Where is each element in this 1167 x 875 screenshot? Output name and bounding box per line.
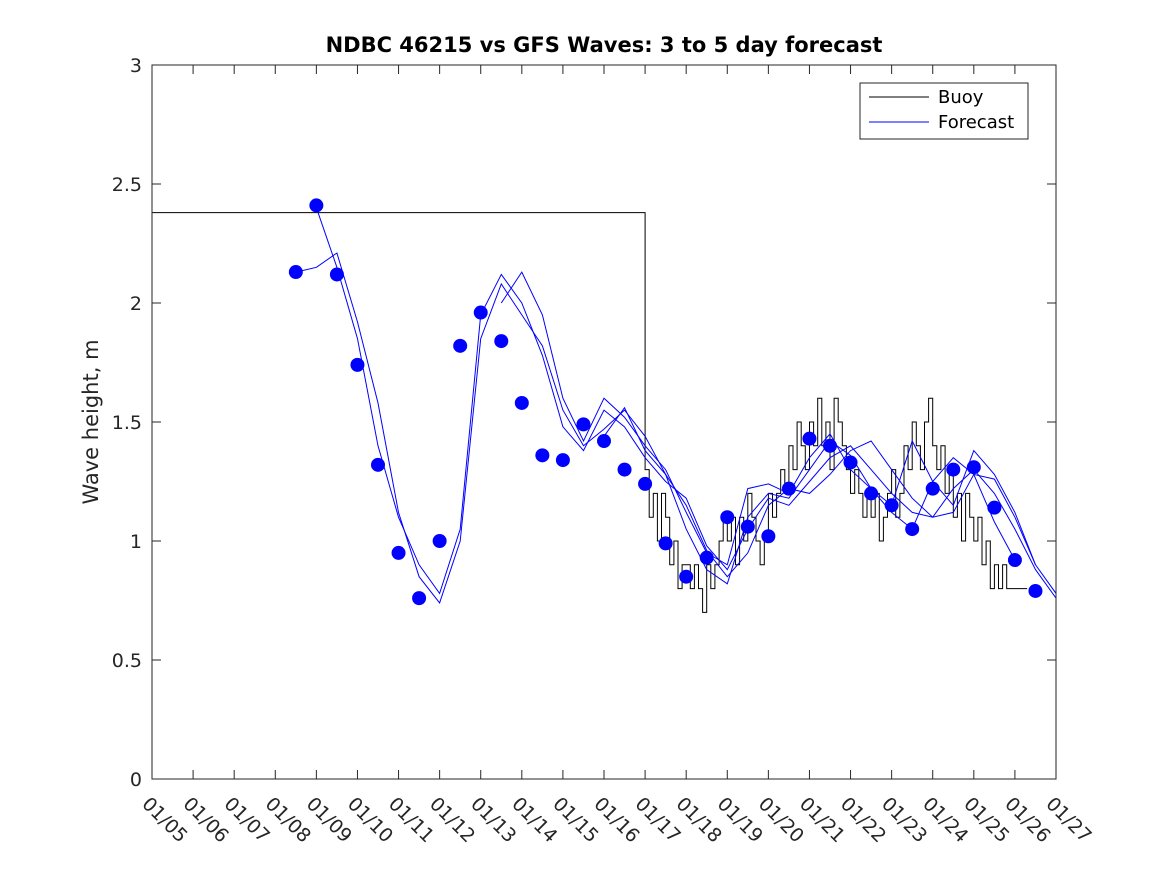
forecast-point (329, 267, 344, 282)
forecast-point (1028, 583, 1043, 598)
x-tick-label: 01/26 (1000, 793, 1054, 847)
x-tick-label: 01/23 (877, 793, 931, 847)
forecast-point (288, 265, 303, 280)
forecast-point (658, 536, 673, 551)
forecast-point (781, 481, 796, 496)
series-line-3 (500, 271, 1036, 566)
forecast-point (720, 510, 735, 525)
x-tick-label: 01/08 (261, 793, 315, 847)
forecast-point (432, 534, 447, 548)
forecast-point (576, 417, 591, 432)
legend: Buoy Forecast (859, 82, 1029, 140)
x-tick-label: 01/22 (836, 793, 890, 847)
y-tick-label: 0 (130, 769, 142, 791)
forecast-point (617, 462, 632, 477)
forecast-point (350, 357, 365, 372)
x-tick-label: 01/11 (384, 793, 438, 847)
legend-label-forecast: Forecast (938, 112, 1014, 133)
x-tick-label: 01/14 (507, 793, 561, 847)
x-tick-label: 01/12 (425, 793, 479, 847)
forecast-point (453, 338, 468, 353)
forecast-point (679, 569, 694, 584)
forecast-point (864, 486, 879, 501)
x-tick-label: 01/13 (466, 793, 520, 847)
x-tick-label: 01/07 (220, 793, 274, 847)
forecast-point (843, 455, 858, 470)
forecast-point (555, 453, 570, 468)
series-layer (152, 198, 1056, 613)
forecast-point (740, 519, 755, 534)
x-tick-label: 01/24 (918, 793, 972, 847)
forecast-point (638, 476, 653, 491)
chart-title: NDBC 46215 vs GFS Waves: 3 to 5 day fore… (326, 33, 883, 57)
forecast-point (884, 498, 899, 513)
forecast-point (535, 448, 550, 463)
y-axis-label: Wave height, m (79, 339, 103, 504)
forecast-point (699, 550, 714, 565)
y-tick-label: 1.5 (112, 412, 142, 434)
x-tick-label: 01/19 (713, 793, 767, 847)
x-tick-label: 01/10 (343, 793, 397, 847)
forecast-point (391, 545, 406, 560)
x-tick-label: 01/09 (302, 793, 356, 847)
forecast-point (494, 334, 509, 349)
x-tick-label: 01/05 (137, 793, 191, 847)
forecast-point (946, 462, 961, 477)
y-tick-label: 2.5 (112, 174, 142, 196)
forecast-point (925, 481, 940, 496)
x-tick-label: 01/20 (754, 793, 808, 847)
y-tick-label: 0.5 (112, 650, 142, 672)
x-tick-label: 01/27 (1041, 793, 1095, 847)
forecast-point (802, 431, 817, 446)
series-line-0 (152, 212, 1028, 613)
forecast-point (987, 500, 1002, 515)
x-tick-label: 01/17 (631, 793, 685, 847)
x-tick-label: 01/15 (548, 793, 602, 847)
plot-area (152, 65, 1056, 779)
forecast-point (761, 529, 776, 544)
y-tick-label: 3 (130, 55, 142, 77)
forecast-point (309, 198, 324, 213)
forecast-point (371, 457, 385, 472)
forecast-point (966, 460, 981, 475)
forecast-point (514, 395, 529, 410)
x-tick-label: 01/21 (795, 793, 849, 847)
forecast-point (823, 438, 837, 453)
legend-box (859, 82, 1029, 140)
forecast-point (905, 522, 920, 537)
x-tick-label: 01/25 (959, 793, 1013, 847)
legend-label-buoy: Buoy (938, 87, 984, 108)
forecast-point (412, 591, 427, 606)
x-tick-label: 01/18 (672, 793, 726, 847)
y-tick-label: 2 (130, 293, 142, 315)
forecast-point (597, 434, 611, 449)
series-line-2 (315, 207, 1056, 599)
forecast-point (473, 305, 488, 320)
x-tick-label: 01/16 (589, 793, 643, 847)
series-line-4 (603, 406, 1016, 585)
forecast-point (1007, 553, 1022, 568)
x-tick-label: 01/06 (179, 793, 233, 847)
y-tick-label: 1 (130, 531, 142, 553)
